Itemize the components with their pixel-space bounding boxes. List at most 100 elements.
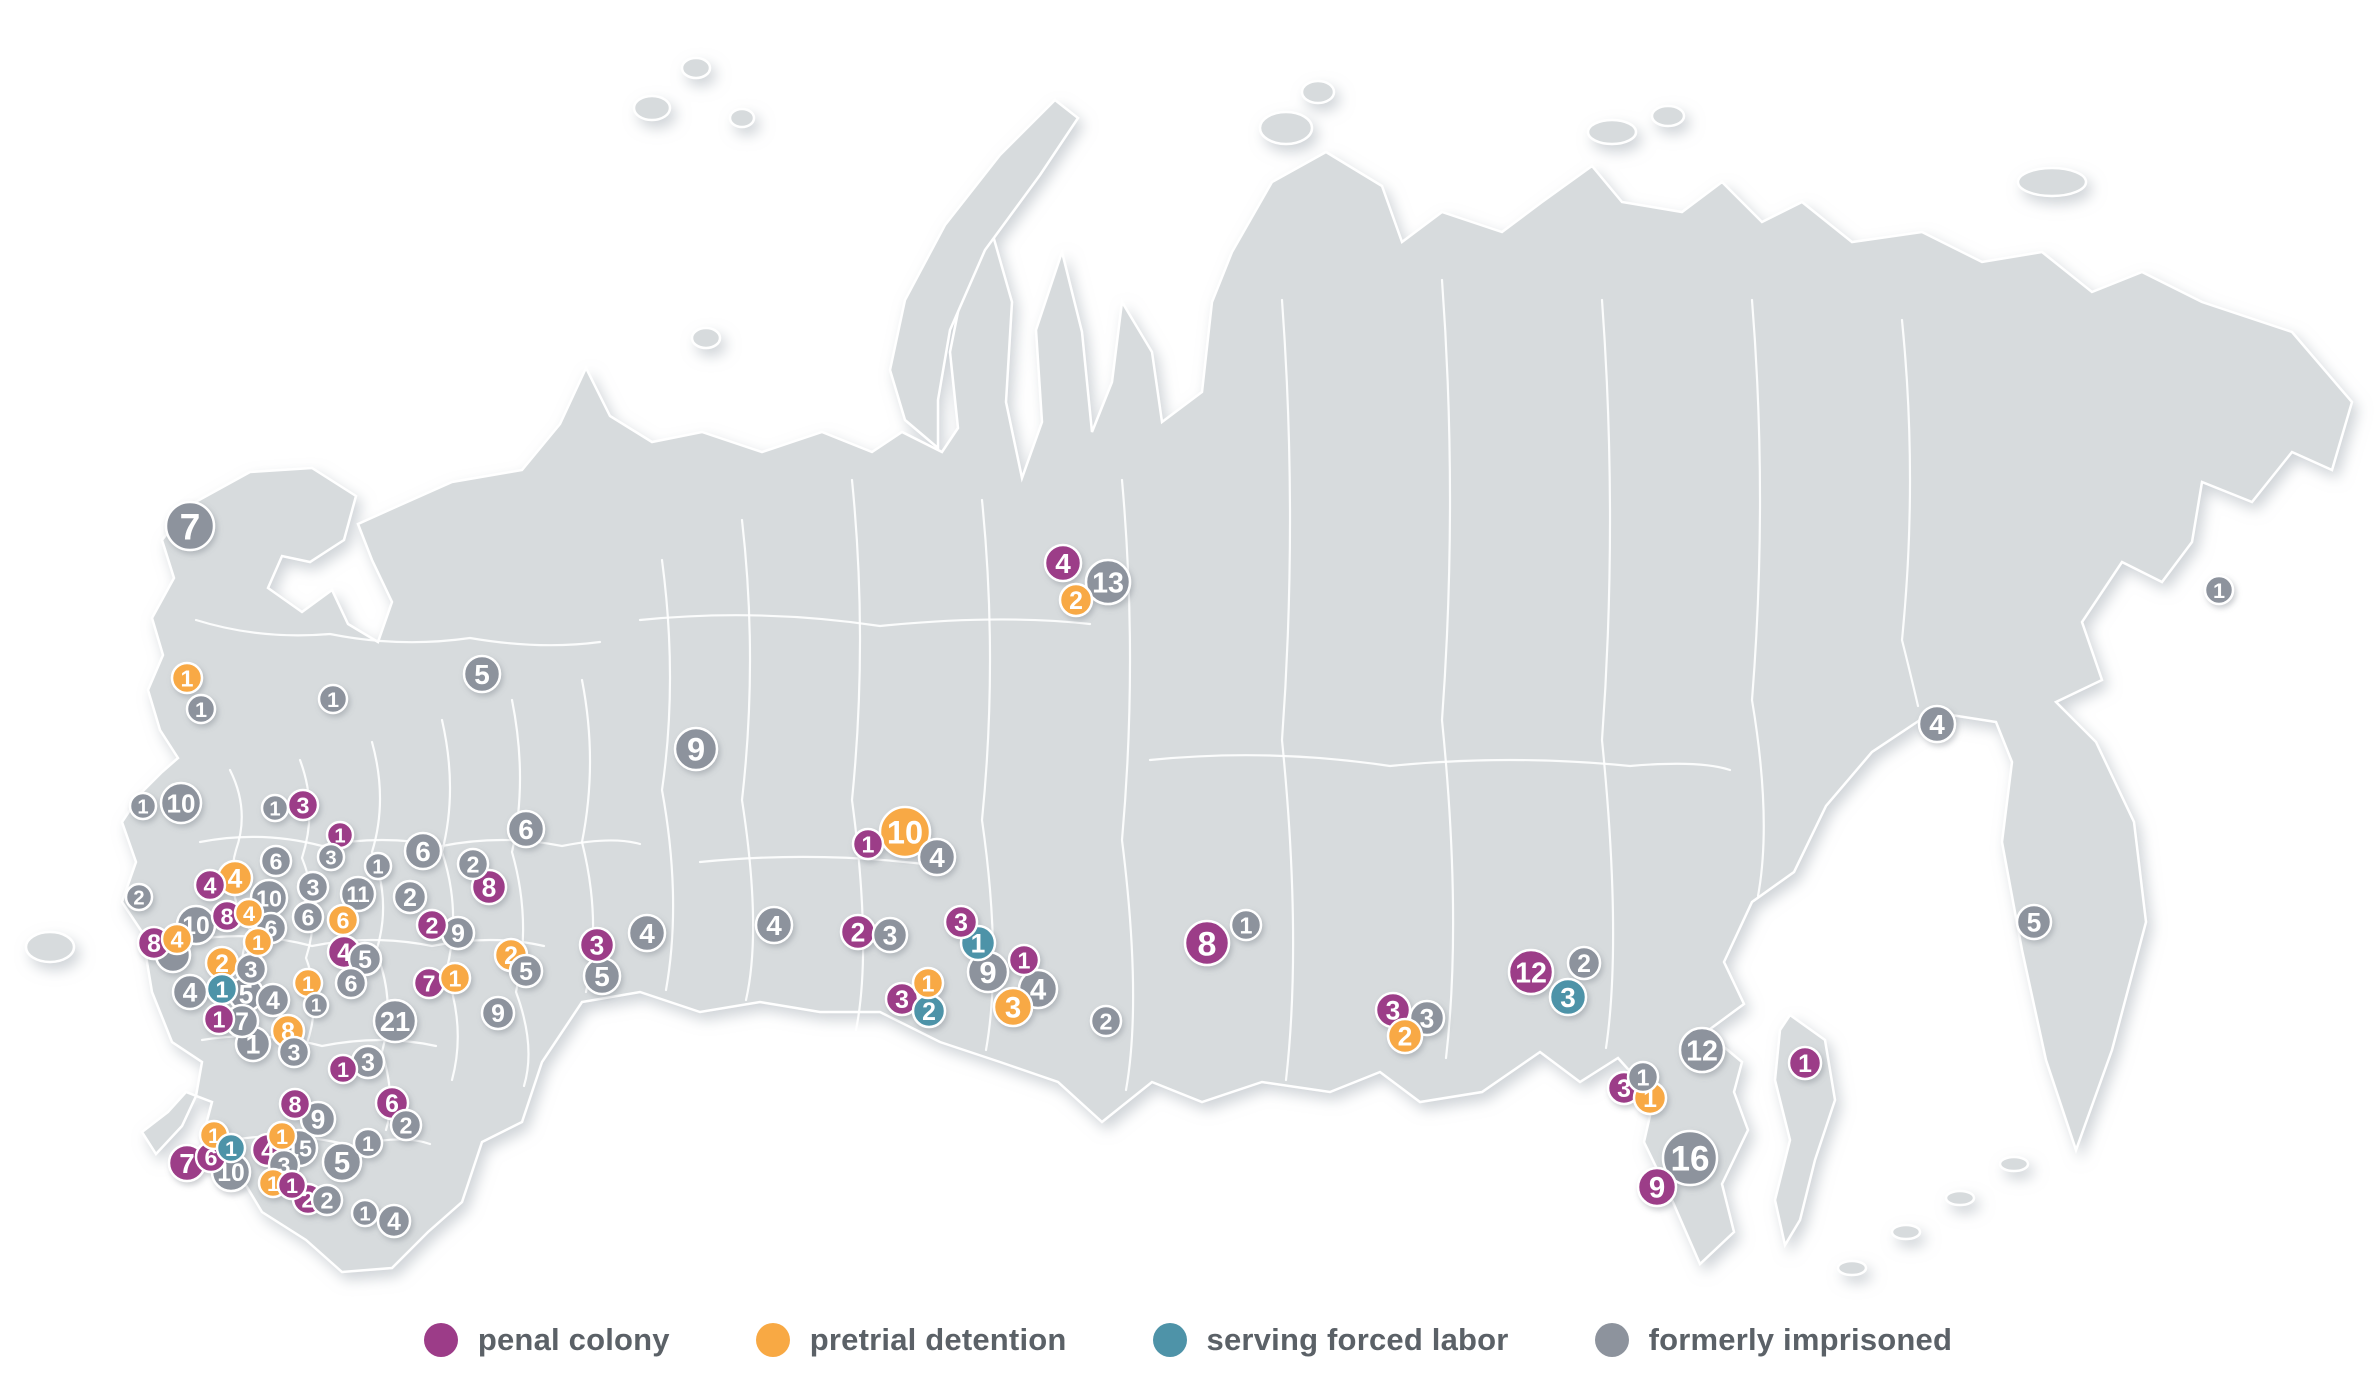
svg-text:4: 4 <box>639 918 655 949</box>
serving-forced-labor-dot-icon <box>1152 1323 1187 1357</box>
marker-pretrial-detention: 2 <box>1386 1017 1424 1055</box>
svg-text:4: 4 <box>204 872 217 898</box>
marker-formerly-imprisoned: 9 <box>966 950 1010 994</box>
svg-text:2: 2 <box>1069 588 1083 615</box>
svg-text:4: 4 <box>183 977 198 1007</box>
svg-text:9: 9 <box>1649 1172 1665 1205</box>
landmass <box>24 56 2354 1277</box>
marker-formerly-imprisoned: 11 <box>339 875 377 913</box>
svg-text:2: 2 <box>403 885 417 912</box>
svg-text:2: 2 <box>133 887 144 909</box>
svg-text:1: 1 <box>1798 1051 1812 1078</box>
kolguev-island <box>690 326 722 350</box>
new-siberian-2 <box>1650 104 1686 128</box>
svg-text:6: 6 <box>518 814 534 845</box>
svg-text:3: 3 <box>895 987 909 1014</box>
marker-pretrial-detention: 1 <box>266 1120 298 1152</box>
svg-text:1: 1 <box>1240 912 1253 938</box>
svg-text:6: 6 <box>205 1144 218 1170</box>
marker-penal-colony: 3 <box>286 788 320 822</box>
marker-formerly-imprisoned: 2 <box>456 847 490 881</box>
svg-text:6: 6 <box>385 1091 399 1118</box>
svg-text:3: 3 <box>1420 1003 1435 1033</box>
marker-formerly-imprisoned: 3 <box>234 952 268 986</box>
svg-text:1: 1 <box>246 1029 261 1059</box>
marker-formerly-imprisoned: 12 <box>1678 1026 1726 1074</box>
svg-text:2: 2 <box>426 912 439 938</box>
marker-formerly-imprisoned: 1 <box>1626 1060 1660 1094</box>
marker-penal-colony: 9 <box>1636 1166 1678 1208</box>
legend: penal colony pretrial detention serving … <box>0 1302 2376 1378</box>
svg-text:3: 3 <box>1560 982 1576 1013</box>
marker-formerly-imprisoned: 10 <box>159 781 203 825</box>
svg-text:1: 1 <box>372 856 383 878</box>
marker-formerly-imprisoned: 1 <box>128 791 158 821</box>
marker-formerly-imprisoned: 1 <box>302 991 330 1019</box>
svg-text:2: 2 <box>1398 1021 1413 1051</box>
legend-label-pretrial-detention: pretrial detention <box>809 1322 1067 1357</box>
marker-formerly-imprisoned: 6 <box>334 966 368 1000</box>
svg-text:3: 3 <box>307 874 320 900</box>
legend-item-serving-forced-labor: serving forced labor <box>1152 1322 1509 1358</box>
svg-text:5: 5 <box>239 979 254 1009</box>
svg-text:8: 8 <box>1198 925 1217 963</box>
kuril-4 <box>1998 1155 2030 1173</box>
marker-penal-colony: 2 <box>839 913 877 951</box>
svg-text:13: 13 <box>1092 567 1124 599</box>
marker-formerly-imprisoned: 3 <box>316 842 346 872</box>
marker-penal-colony: 7 <box>412 966 446 1000</box>
legend-item-formerly-imprisoned: formerly imprisoned <box>1594 1322 1953 1358</box>
marker-formerly-imprisoned: 4 <box>917 837 957 877</box>
svg-text:9: 9 <box>979 955 996 990</box>
svg-text:1: 1 <box>862 831 875 857</box>
marker-formerly-imprisoned: 2 <box>310 1183 344 1217</box>
svg-text:4: 4 <box>766 910 782 941</box>
svg-text:1: 1 <box>359 1203 370 1225</box>
svg-text:2: 2 <box>467 851 480 877</box>
svg-text:12: 12 <box>1686 1035 1718 1067</box>
svg-text:4: 4 <box>1030 974 1047 1007</box>
svg-text:11: 11 <box>346 882 369 907</box>
svg-text:1: 1 <box>181 665 194 691</box>
legend-label-formerly-imprisoned: formerly imprisoned <box>1648 1322 1953 1357</box>
marker-formerly-imprisoned: 5 <box>508 953 544 989</box>
marker-formerly-imprisoned: 1 <box>363 851 393 881</box>
marker-formerly-imprisoned: 4 <box>171 973 209 1011</box>
svg-text:1: 1 <box>922 970 935 996</box>
marker-formerly-imprisoned: 6 <box>403 831 443 871</box>
svg-text:7: 7 <box>423 970 436 996</box>
svg-text:2: 2 <box>1577 951 1591 978</box>
svg-text:1: 1 <box>311 995 321 1016</box>
marker-formerly-imprisoned: 6 <box>259 844 293 878</box>
sakhalin-shape <box>1773 1013 1837 1249</box>
marker-serving-forced-labor: 2 <box>911 993 947 1029</box>
marker-formerly-imprisoned: 1 <box>352 1127 384 1159</box>
svg-text:1: 1 <box>208 1123 220 1148</box>
svg-text:6: 6 <box>337 907 350 933</box>
marker-pretrial-detention: 4 <box>233 897 265 929</box>
svg-text:9: 9 <box>451 921 465 948</box>
svg-text:5: 5 <box>594 961 610 992</box>
marker-penal-colony: 12 <box>1507 948 1555 996</box>
svg-text:4: 4 <box>171 926 184 952</box>
marker-pretrial-detention: 1 <box>438 961 472 995</box>
svg-text:9: 9 <box>491 1001 505 1028</box>
marker-penal-colony: 1 <box>202 1002 236 1036</box>
franz-josef-3 <box>728 107 756 129</box>
svg-text:5: 5 <box>2027 907 2042 937</box>
svg-text:3: 3 <box>1386 995 1401 1025</box>
svg-text:9: 9 <box>311 1104 326 1134</box>
svg-text:1: 1 <box>327 687 339 712</box>
svg-text:21: 21 <box>380 1006 410 1037</box>
marker-pretrial-detention: 1 <box>170 661 204 695</box>
marker-penal-colony: 8 <box>278 1087 312 1121</box>
svg-text:3: 3 <box>590 930 605 960</box>
svg-text:6: 6 <box>345 970 358 996</box>
svg-text:6: 6 <box>270 848 283 874</box>
marker-formerly-imprisoned: 4 <box>376 1203 412 1239</box>
svg-text:7: 7 <box>179 1148 195 1179</box>
marker-formerly-imprisoned: 9 <box>480 995 516 1031</box>
svg-text:3: 3 <box>361 1050 375 1077</box>
svg-text:1: 1 <box>971 928 986 958</box>
